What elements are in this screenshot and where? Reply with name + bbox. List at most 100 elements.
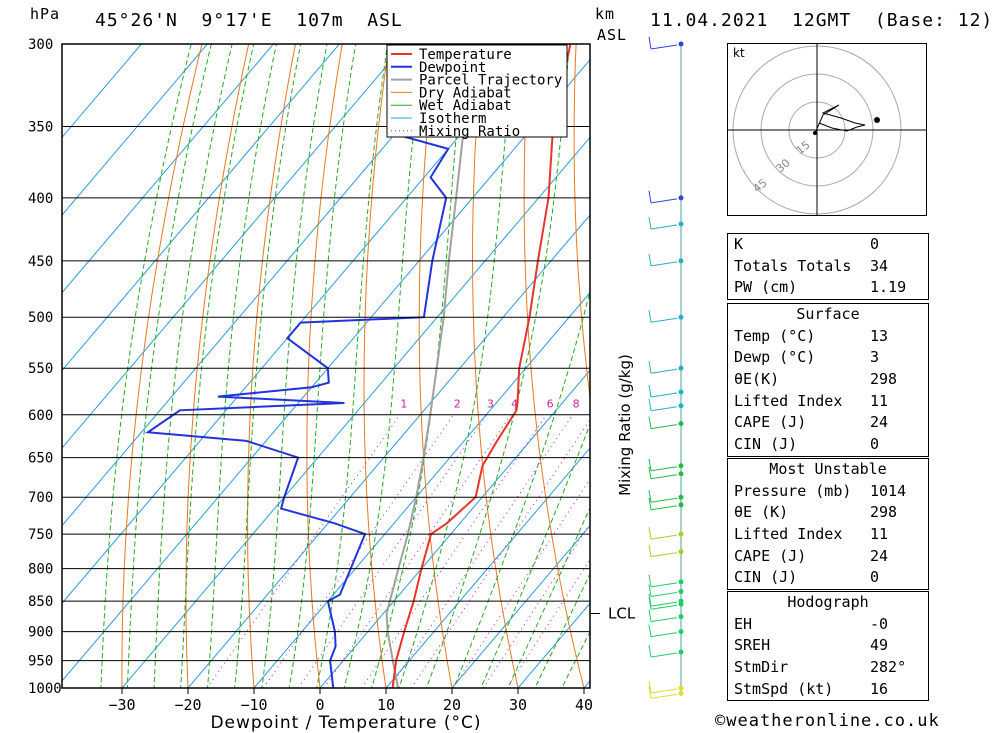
surface-row: θE(K) 298 (734, 370, 898, 389)
wet-adiabat-line (480, 422, 590, 688)
wind-barb (650, 261, 678, 267)
surface-title: Surface (796, 305, 860, 323)
isotherm-line (319, 369, 590, 688)
wet-adiabat-line (153, 44, 233, 688)
wind-level-dot (678, 601, 684, 607)
hodograph-trace (814, 104, 866, 134)
wind-barb (650, 424, 678, 430)
mixing-ratio-line (452, 478, 590, 688)
dry-adiabat-line (247, 44, 297, 688)
dewpoint-profile (145, 44, 450, 688)
legend-entry: Temperature (419, 47, 512, 63)
wet-adiabat-line (288, 44, 357, 688)
x-tick-label: −10 (240, 696, 267, 714)
x-tick-label: 40 (575, 696, 593, 714)
wet-adiabat-line (234, 44, 302, 688)
wet-adiabat-line (398, 44, 515, 688)
most-unstable-title: Most Unstable (728, 458, 928, 481)
mixing-ratio-line (297, 414, 488, 688)
isotherm-line (62, 44, 275, 294)
pressure-tick-label: 1000 (28, 681, 62, 697)
x-tick-label: 30 (509, 696, 527, 714)
wind-barb (650, 688, 678, 694)
mixing-ratio-label: 2 (454, 397, 461, 410)
plot-area: 1 2 3 4 6 8 10 15 20 25 (62, 26, 1000, 714)
wind-barb (650, 601, 678, 607)
parcel-trajectory (385, 44, 479, 688)
wind-barb (648, 361, 652, 374)
legend-entry: Isotherm (419, 111, 486, 127)
isotherm-line (62, 44, 143, 139)
hodo-row: StmSpd (kt) 16 (734, 679, 889, 698)
wind-barb (648, 624, 652, 637)
surface-row: CAPE (J) 24 (734, 413, 889, 432)
lcl-label: LCL (608, 605, 636, 623)
pressure-tick-label: 650 (28, 451, 53, 467)
hodograph-unit: kt (733, 46, 745, 60)
mixing-ratio-label: 6 (547, 397, 554, 410)
wind-barb (650, 497, 678, 503)
wind-level-dot (678, 314, 684, 320)
pressure-tick-label: 300 (28, 37, 53, 53)
wind-barb (650, 224, 678, 230)
index-row-totals: Totals Totals 34 (734, 256, 889, 275)
hodo-row: StmDir 282° (734, 658, 907, 677)
wet-adiabat-line (180, 44, 255, 688)
pressure-tick-label: 900 (28, 625, 53, 641)
wind-barb (648, 216, 652, 230)
wind-level-dot (678, 685, 684, 691)
legend-box (386, 44, 568, 138)
credit-link[interactable]: ©weatheronline.co.uk (715, 711, 940, 731)
wind-barb (648, 584, 652, 597)
wind-level-dot (678, 258, 684, 264)
surface-row: Lifted Index 11 (734, 391, 889, 410)
dry-adiabat-line (121, 44, 203, 688)
wind-level-dot (678, 629, 684, 635)
pressure-tick-label: 850 (28, 594, 53, 610)
pressure-tick-label: 600 (28, 408, 53, 424)
mu-row: CIN (J) 0 (734, 568, 880, 587)
mixing-ratio-line (206, 414, 401, 688)
dry-adiabat-line (573, 44, 590, 401)
km-label: km (595, 5, 616, 23)
wet-adiabat-line (561, 630, 590, 688)
plot-frame (61, 43, 591, 689)
mixing-ratio-label: 4 (511, 397, 518, 410)
surface-row: Dewp (°C) 3 (734, 348, 880, 367)
pressure-tick-label: 550 (28, 361, 53, 377)
wet-adiabat-line (425, 44, 571, 688)
hodograph-stats-title: Hodograph (728, 591, 928, 614)
isotherm-line (62, 44, 407, 449)
isotherm-line (451, 524, 590, 688)
most-unstable-box: Most Unstable Pressure (mb) 1014 θE (K) 29… (727, 458, 929, 591)
wind-barb (648, 384, 652, 398)
wind-barb (650, 466, 678, 472)
wind-level-dot (678, 531, 684, 537)
location-title: 45°26'N 9°17'E 107m ASL (95, 10, 403, 31)
wind-barb (648, 458, 652, 471)
pressure-tick-label: 700 (28, 490, 53, 506)
wind-barb (648, 644, 652, 658)
isotherm-line (385, 447, 590, 688)
wind-barb (650, 552, 678, 558)
hodograph-stats-box: Hodograph EH -0 SREH 49 StmDir 282° StmSpd … (727, 591, 929, 702)
dry-adiabat-line (994, 26, 1000, 714)
mixing-ratio-label: 8 (573, 397, 580, 410)
wind-level-dot (678, 614, 684, 620)
wind-barb (650, 317, 678, 323)
pressure-tick-label: 950 (28, 654, 53, 670)
wind-level-dot (678, 589, 684, 595)
mixing-ratio-label: 1 (400, 397, 407, 410)
mixing-ratio-label: 3 (487, 397, 494, 410)
dry-adiabat-line (948, 26, 1000, 714)
isotherm-line (62, 44, 473, 527)
hodograph-storm-dot (874, 117, 880, 123)
pressure-tick-label: 450 (28, 254, 53, 270)
mu-row: Lifted Index 11 (734, 525, 889, 544)
wind-barb (650, 368, 678, 374)
wind-barb (650, 652, 678, 658)
dry-adiabat-line (363, 44, 390, 688)
